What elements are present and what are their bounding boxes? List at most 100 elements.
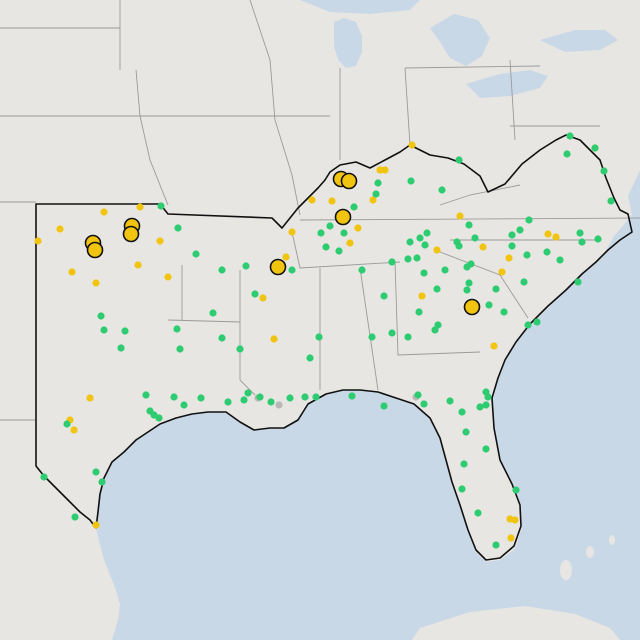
small-yellow-location-marker[interactable] (506, 515, 514, 523)
green-location-marker[interactable] (242, 262, 250, 270)
small-yellow-location-marker[interactable] (498, 268, 506, 276)
green-location-marker[interactable] (441, 266, 449, 274)
green-location-marker[interactable] (421, 241, 429, 249)
green-location-marker[interactable] (594, 235, 602, 243)
small-yellow-location-marker[interactable] (34, 237, 42, 245)
small-yellow-location-marker[interactable] (56, 225, 64, 233)
green-location-marker[interactable] (348, 392, 356, 400)
green-location-marker[interactable] (415, 308, 423, 316)
green-location-marker[interactable] (301, 393, 309, 401)
green-location-marker[interactable] (142, 391, 150, 399)
green-location-marker[interactable] (372, 190, 380, 198)
green-location-marker[interactable] (180, 401, 188, 409)
green-location-marker[interactable] (155, 414, 163, 422)
green-location-marker[interactable] (492, 285, 500, 293)
small-yellow-location-marker[interactable] (408, 141, 416, 149)
green-location-marker[interactable] (423, 229, 431, 237)
green-location-marker[interactable] (414, 391, 422, 399)
green-location-marker[interactable] (525, 216, 533, 224)
green-location-marker[interactable] (438, 186, 446, 194)
green-location-marker[interactable] (368, 333, 376, 341)
green-location-marker[interactable] (420, 400, 428, 408)
green-location-marker[interactable] (374, 179, 382, 187)
green-location-marker[interactable] (563, 150, 571, 158)
green-location-marker[interactable] (467, 260, 475, 268)
large-yellow-location-marker[interactable] (122, 225, 140, 243)
green-location-marker[interactable] (380, 402, 388, 410)
small-yellow-location-marker[interactable] (490, 342, 498, 350)
green-location-marker[interactable] (176, 345, 184, 353)
green-location-marker[interactable] (256, 393, 264, 401)
green-location-marker[interactable] (463, 286, 471, 294)
small-yellow-location-marker[interactable] (381, 166, 389, 174)
green-location-marker[interactable] (484, 393, 492, 401)
small-yellow-location-marker[interactable] (346, 239, 354, 247)
green-location-marker[interactable] (71, 513, 79, 521)
large-yellow-location-marker[interactable] (86, 241, 104, 259)
green-location-marker[interactable] (288, 266, 296, 274)
green-location-marker[interactable] (462, 428, 470, 436)
green-location-marker[interactable] (591, 144, 599, 152)
green-location-marker[interactable] (97, 312, 105, 320)
small-yellow-location-marker[interactable] (328, 197, 336, 205)
green-location-marker[interactable] (117, 344, 125, 352)
green-location-marker[interactable] (407, 177, 415, 185)
small-yellow-location-marker[interactable] (164, 273, 172, 281)
green-location-marker[interactable] (574, 278, 582, 286)
green-location-marker[interactable] (474, 509, 482, 517)
green-location-marker[interactable] (523, 251, 531, 259)
small-yellow-location-marker[interactable] (92, 521, 100, 529)
small-yellow-location-marker[interactable] (134, 261, 142, 269)
green-location-marker[interactable] (244, 389, 252, 397)
green-location-marker[interactable] (317, 229, 325, 237)
small-yellow-location-marker[interactable] (270, 335, 278, 343)
green-location-marker[interactable] (63, 420, 71, 428)
green-location-marker[interactable] (315, 333, 323, 341)
green-location-marker[interactable] (192, 250, 200, 258)
small-yellow-location-marker[interactable] (505, 254, 513, 262)
green-location-marker[interactable] (543, 248, 551, 256)
small-yellow-location-marker[interactable] (156, 237, 164, 245)
green-location-marker[interactable] (512, 486, 520, 494)
green-location-marker[interactable] (508, 231, 516, 239)
green-location-marker[interactable] (533, 318, 541, 326)
green-location-marker[interactable] (508, 242, 516, 250)
green-location-marker[interactable] (388, 329, 396, 337)
small-yellow-location-marker[interactable] (259, 294, 267, 302)
green-location-marker[interactable] (240, 396, 248, 404)
green-location-marker[interactable] (576, 229, 584, 237)
green-location-marker[interactable] (566, 132, 574, 140)
green-location-marker[interactable] (326, 222, 334, 230)
green-location-marker[interactable] (404, 333, 412, 341)
green-location-marker[interactable] (516, 226, 524, 234)
small-yellow-location-marker[interactable] (92, 279, 100, 287)
green-location-marker[interactable] (157, 202, 165, 210)
green-location-marker[interactable] (500, 308, 508, 316)
small-yellow-location-marker[interactable] (136, 203, 144, 211)
green-location-marker[interactable] (236, 345, 244, 353)
green-location-marker[interactable] (416, 234, 424, 242)
green-location-marker[interactable] (492, 541, 500, 549)
small-yellow-location-marker[interactable] (308, 196, 316, 204)
green-location-marker[interactable] (578, 238, 586, 246)
small-yellow-location-marker[interactable] (288, 228, 296, 236)
green-location-marker[interactable] (465, 279, 473, 287)
large-yellow-location-marker[interactable] (269, 258, 287, 276)
green-location-marker[interactable] (455, 156, 463, 164)
large-yellow-location-marker[interactable] (340, 172, 358, 190)
green-location-marker[interactable] (267, 398, 275, 406)
small-yellow-location-marker[interactable] (507, 534, 515, 542)
small-yellow-location-marker[interactable] (456, 212, 464, 220)
green-location-marker[interactable] (465, 221, 473, 229)
green-location-marker[interactable] (335, 247, 343, 255)
green-location-marker[interactable] (482, 445, 490, 453)
green-location-marker[interactable] (607, 197, 615, 205)
green-location-marker[interactable] (600, 167, 608, 175)
small-yellow-location-marker[interactable] (376, 166, 384, 174)
small-yellow-location-marker[interactable] (552, 233, 560, 241)
green-location-marker[interactable] (312, 393, 320, 401)
green-location-marker[interactable] (476, 403, 484, 411)
small-yellow-location-marker[interactable] (354, 224, 362, 232)
